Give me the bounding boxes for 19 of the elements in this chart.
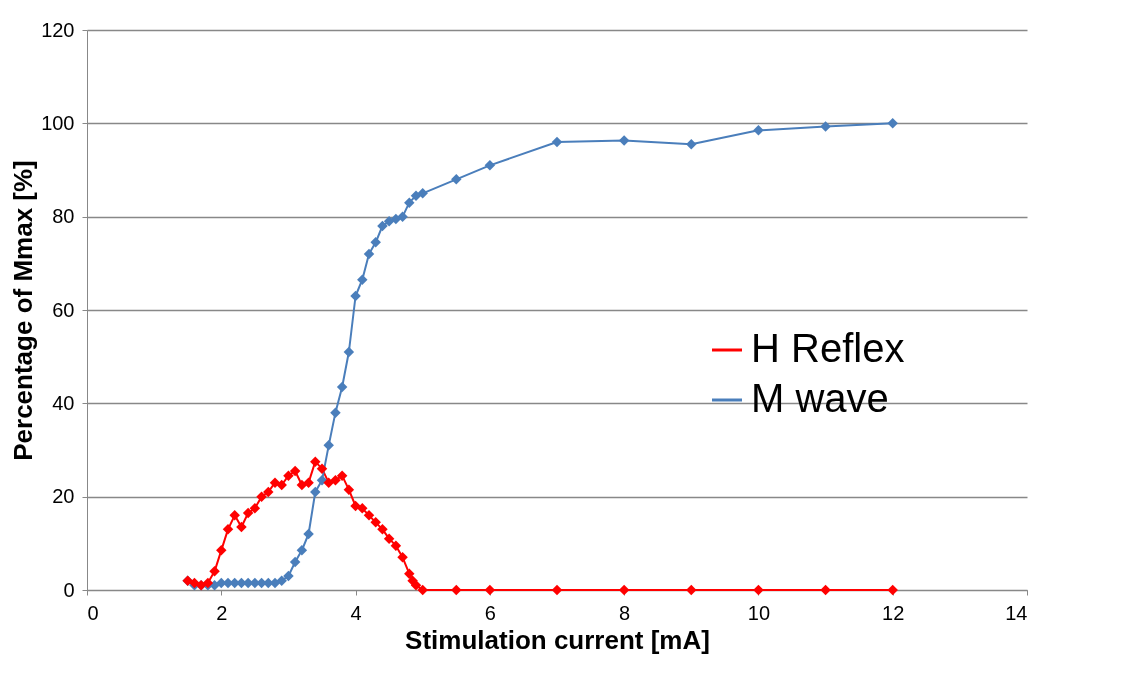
x-tick-label: 4 — [350, 601, 362, 624]
x-tick-label: 6 — [484, 601, 496, 624]
x-axis-title: Stimulation current [mA] — [405, 624, 710, 655]
y-tick-label: 60 — [52, 298, 75, 321]
y-tick-label: 80 — [52, 205, 75, 228]
y-tick-label: 20 — [52, 485, 75, 508]
y-tick-label: 40 — [52, 391, 75, 414]
x-tick-label: 14 — [1005, 601, 1028, 624]
legend-label: H Reflex — [751, 326, 905, 370]
y-tick-label: 100 — [41, 111, 75, 134]
y-tick-label: 0 — [63, 578, 75, 601]
y-axis-title: Percentage of Mmax [%] — [8, 160, 39, 461]
legend-label: M wave — [751, 376, 889, 420]
x-tick-label: 0 — [87, 601, 99, 624]
x-tick-label: 2 — [216, 601, 228, 624]
x-tick-label: 12 — [882, 601, 905, 624]
x-tick-label: 8 — [619, 601, 631, 624]
y-tick-label: 120 — [41, 18, 75, 41]
x-tick-label: 10 — [747, 601, 771, 624]
